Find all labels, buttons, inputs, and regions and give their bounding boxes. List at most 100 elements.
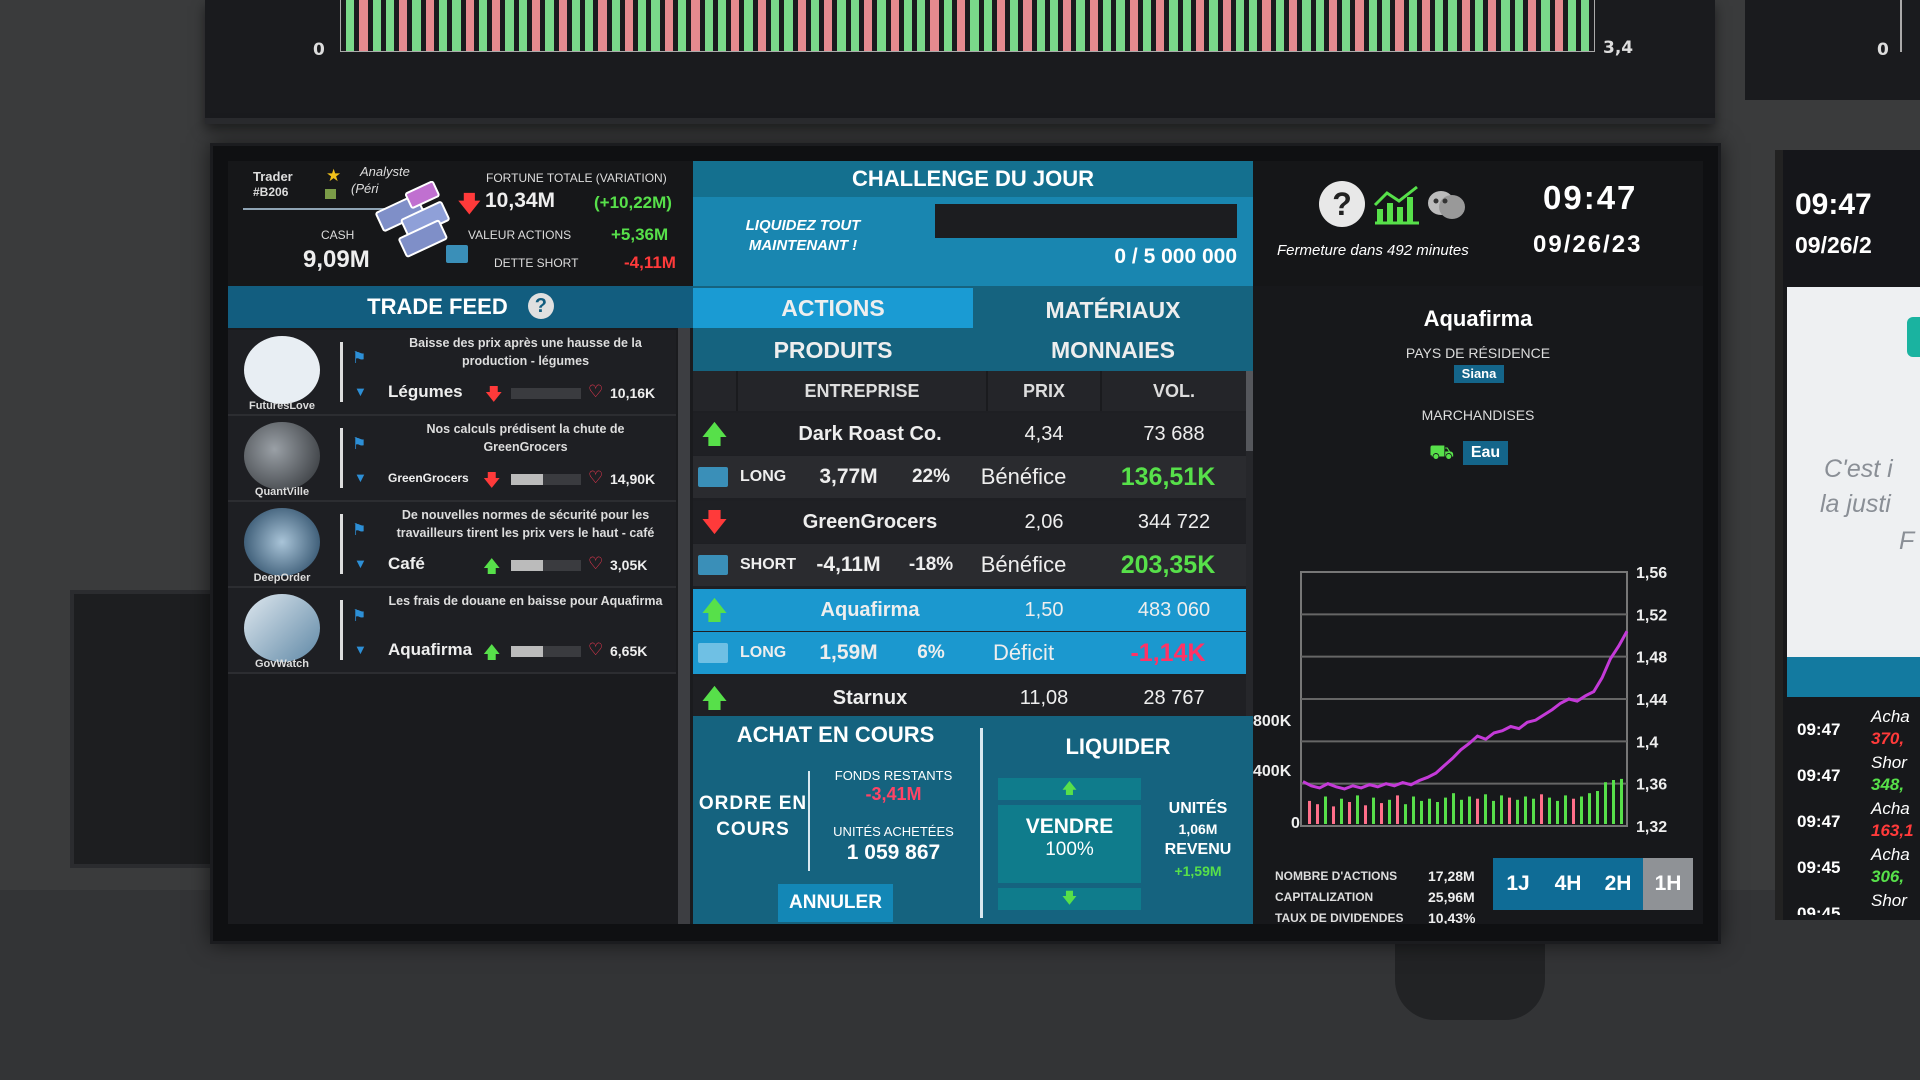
trade-feed: TRADE FEED ? FuturesLove ⚑ ▼ Baisse des pri… — [228, 286, 693, 924]
range-button-1h[interactable]: 1H — [1643, 858, 1693, 910]
top-chart-bar — [452, 0, 461, 51]
short-debt-label: DETTE SHORT — [494, 256, 579, 270]
expand-chevron-icon[interactable]: ▼ — [354, 384, 367, 399]
expand-chevron-icon[interactable]: ▼ — [354, 642, 367, 657]
stock-row[interactable]: 🡅 Aquafirma 1,50 483 060 — [693, 589, 1246, 631]
pin-icon[interactable]: ⚑ — [352, 350, 367, 367]
feed-item[interactable]: FuturesLove ⚑ ▼ Baisse des prix après une h… — [228, 330, 676, 416]
table-scrollbar-thumb[interactable] — [1246, 371, 1253, 451]
fonds-value: -3,41M — [865, 784, 922, 804]
position-pct: 22% — [911, 466, 951, 487]
log-time: 09:47 — [1797, 766, 1841, 785]
top-chart-bar — [478, 0, 488, 51]
top-chart-bar — [1368, 0, 1377, 51]
heart-icon[interactable]: ♡ — [588, 468, 604, 487]
chart-icon[interactable] — [1373, 185, 1421, 225]
position-row[interactable]: SHORT -4,11M -18% Bénéfice 203,35K — [693, 544, 1246, 586]
stat-label: NOMBRE D'ACTIONS — [1275, 869, 1398, 883]
trader-rank: Analyste — [360, 164, 410, 179]
tab-produits[interactable]: PRODUITS — [773, 337, 893, 363]
top-chart-bar — [585, 0, 594, 51]
expand-chevron-icon[interactable]: ▼ — [354, 470, 367, 485]
stock-row[interactable]: 🡇 GreenGrocers 2,06 344 722 — [693, 501, 1246, 543]
company-name: Aquafirma — [820, 599, 920, 621]
top-chart-bar — [1448, 0, 1457, 51]
heart-icon[interactable]: ♡ — [588, 640, 604, 659]
feed-item[interactable]: GovWatch ⚑ ▼ Les frais de douane en baisse … — [228, 588, 676, 674]
top-chart-right-label: 3,4 — [1603, 38, 1634, 58]
masks-icon[interactable] — [1425, 185, 1467, 225]
log-value: 306, — [1871, 867, 1905, 886]
top-chart-bar — [784, 0, 793, 51]
pin-icon[interactable]: ⚑ — [352, 522, 367, 539]
feed-scrollbar[interactable] — [678, 328, 690, 924]
right-quote-line-1: C'est i — [1824, 455, 1893, 483]
top-chart-bar — [598, 0, 607, 51]
stock-table: ENTREPRISE PRIX VOL. 🡅 Dark Roast Co. 4,34… — [693, 371, 1253, 716]
top-chart-bar — [1395, 0, 1404, 51]
volume-bar — [1388, 799, 1391, 824]
annuler-button[interactable]: ANNULER — [778, 884, 893, 922]
log-action: Acha — [1871, 845, 1910, 864]
position-row[interactable]: LONG 3,77M 22% Bénéfice 136,51K — [693, 456, 1246, 498]
feed-text: De nouvelles normes de sécurité pour les… — [396, 508, 655, 540]
feed-tag: GreenGrocers — [388, 471, 469, 485]
feed-help-icon[interactable]: ? — [527, 293, 554, 319]
table-header-entreprise: ENTREPRISE — [738, 371, 988, 411]
position-amount: 3,77M — [819, 465, 878, 488]
pin-icon[interactable]: ⚑ — [352, 436, 367, 453]
feed-sentiment-bar — [511, 560, 581, 571]
top-chart-bar — [1541, 0, 1550, 51]
top-chart-bar — [943, 0, 952, 51]
top-chart-bar — [518, 0, 527, 51]
volume-tick-label: 0 — [1291, 815, 1300, 832]
pin-icon[interactable]: ⚑ — [352, 608, 367, 625]
feed-text: Les frais de douane en baisse pour Aquaf… — [388, 594, 663, 608]
closing-text: Fermeture dans 492 minutes — [1277, 242, 1469, 259]
top-chart-bar — [624, 0, 634, 51]
position-result: Bénéfice — [980, 464, 1067, 489]
liquider-divider — [980, 728, 983, 918]
briefcase-icon — [698, 632, 732, 674]
daily-challenge: CHALLENGE DU JOUR LIQUIDEZ TOUT MAINTENA… — [693, 161, 1253, 286]
question-icon[interactable]: ? — [1319, 181, 1365, 227]
feed-item[interactable]: QuantVille ⚑ ▼ Nos calculs prédisent la chu… — [228, 416, 676, 502]
tab-monnaies[interactable]: MONNAIES — [1051, 337, 1175, 363]
log-time: 09:45 — [1797, 904, 1841, 915]
right-trade-log: 09:47 Acha 370, 09:47 Shor 348, 09:47 Acha 163,1… — [1787, 705, 1920, 915]
liquider-title: LIQUIDER — [1065, 734, 1171, 759]
volume-bar — [1604, 782, 1607, 824]
feed-likes: 3,05K — [610, 557, 648, 573]
top-chart-bar — [1435, 0, 1444, 51]
top-chart-bar — [1089, 0, 1099, 51]
stock-row[interactable]: 🡅 Starnux 11,08 28 767 — [693, 677, 1246, 716]
challenge-body: LIQUIDEZ TOUT MAINTENANT ! 0 / 5 000 000 — [693, 197, 1253, 286]
background-monitor-left — [70, 590, 218, 868]
tab-actions[interactable]: ACTIONS — [693, 288, 973, 328]
position-row[interactable]: LONG 1,59M 6% Déficit -1,14K — [693, 632, 1246, 674]
tab-materiaux[interactable]: MATÉRIAUX — [1045, 297, 1181, 323]
arrow-up-button[interactable]: 🡅 — [998, 778, 1141, 800]
table-scrollbar[interactable] — [1246, 371, 1253, 716]
top-chart-bar — [1554, 0, 1563, 51]
price: 2,06 — [1024, 511, 1064, 533]
price: 4,34 — [1024, 423, 1064, 445]
top-chart-bar — [1116, 0, 1125, 51]
top-chart-bar — [903, 0, 913, 51]
volume: 483 060 — [1137, 599, 1211, 621]
top-chart-bar — [1275, 0, 1284, 51]
heart-icon[interactable]: ♡ — [588, 382, 604, 401]
vendre-button[interactable]: VENDRE 100% — [998, 805, 1141, 883]
expand-chevron-icon[interactable]: ▼ — [354, 556, 367, 571]
stock-row[interactable]: 🡅 Dark Roast Co. 4,34 73 688 — [693, 413, 1246, 455]
heart-icon[interactable]: ♡ — [588, 554, 604, 573]
range-button-1j[interactable]: 1J — [1493, 858, 1543, 910]
top-chart-bar — [1049, 0, 1059, 51]
top-monitor-bars — [340, 0, 1595, 52]
range-button-4h[interactable]: 4H — [1543, 858, 1593, 910]
feed-item[interactable]: DeepOrder ⚑ ▼ De nouvelles normes de sécuri… — [228, 502, 676, 588]
range-button-2h[interactable]: 2H — [1593, 858, 1643, 910]
top-chart-bar — [890, 0, 899, 51]
arrow-down-button[interactable]: 🡇 — [998, 888, 1141, 910]
volume-bar — [1524, 796, 1527, 824]
